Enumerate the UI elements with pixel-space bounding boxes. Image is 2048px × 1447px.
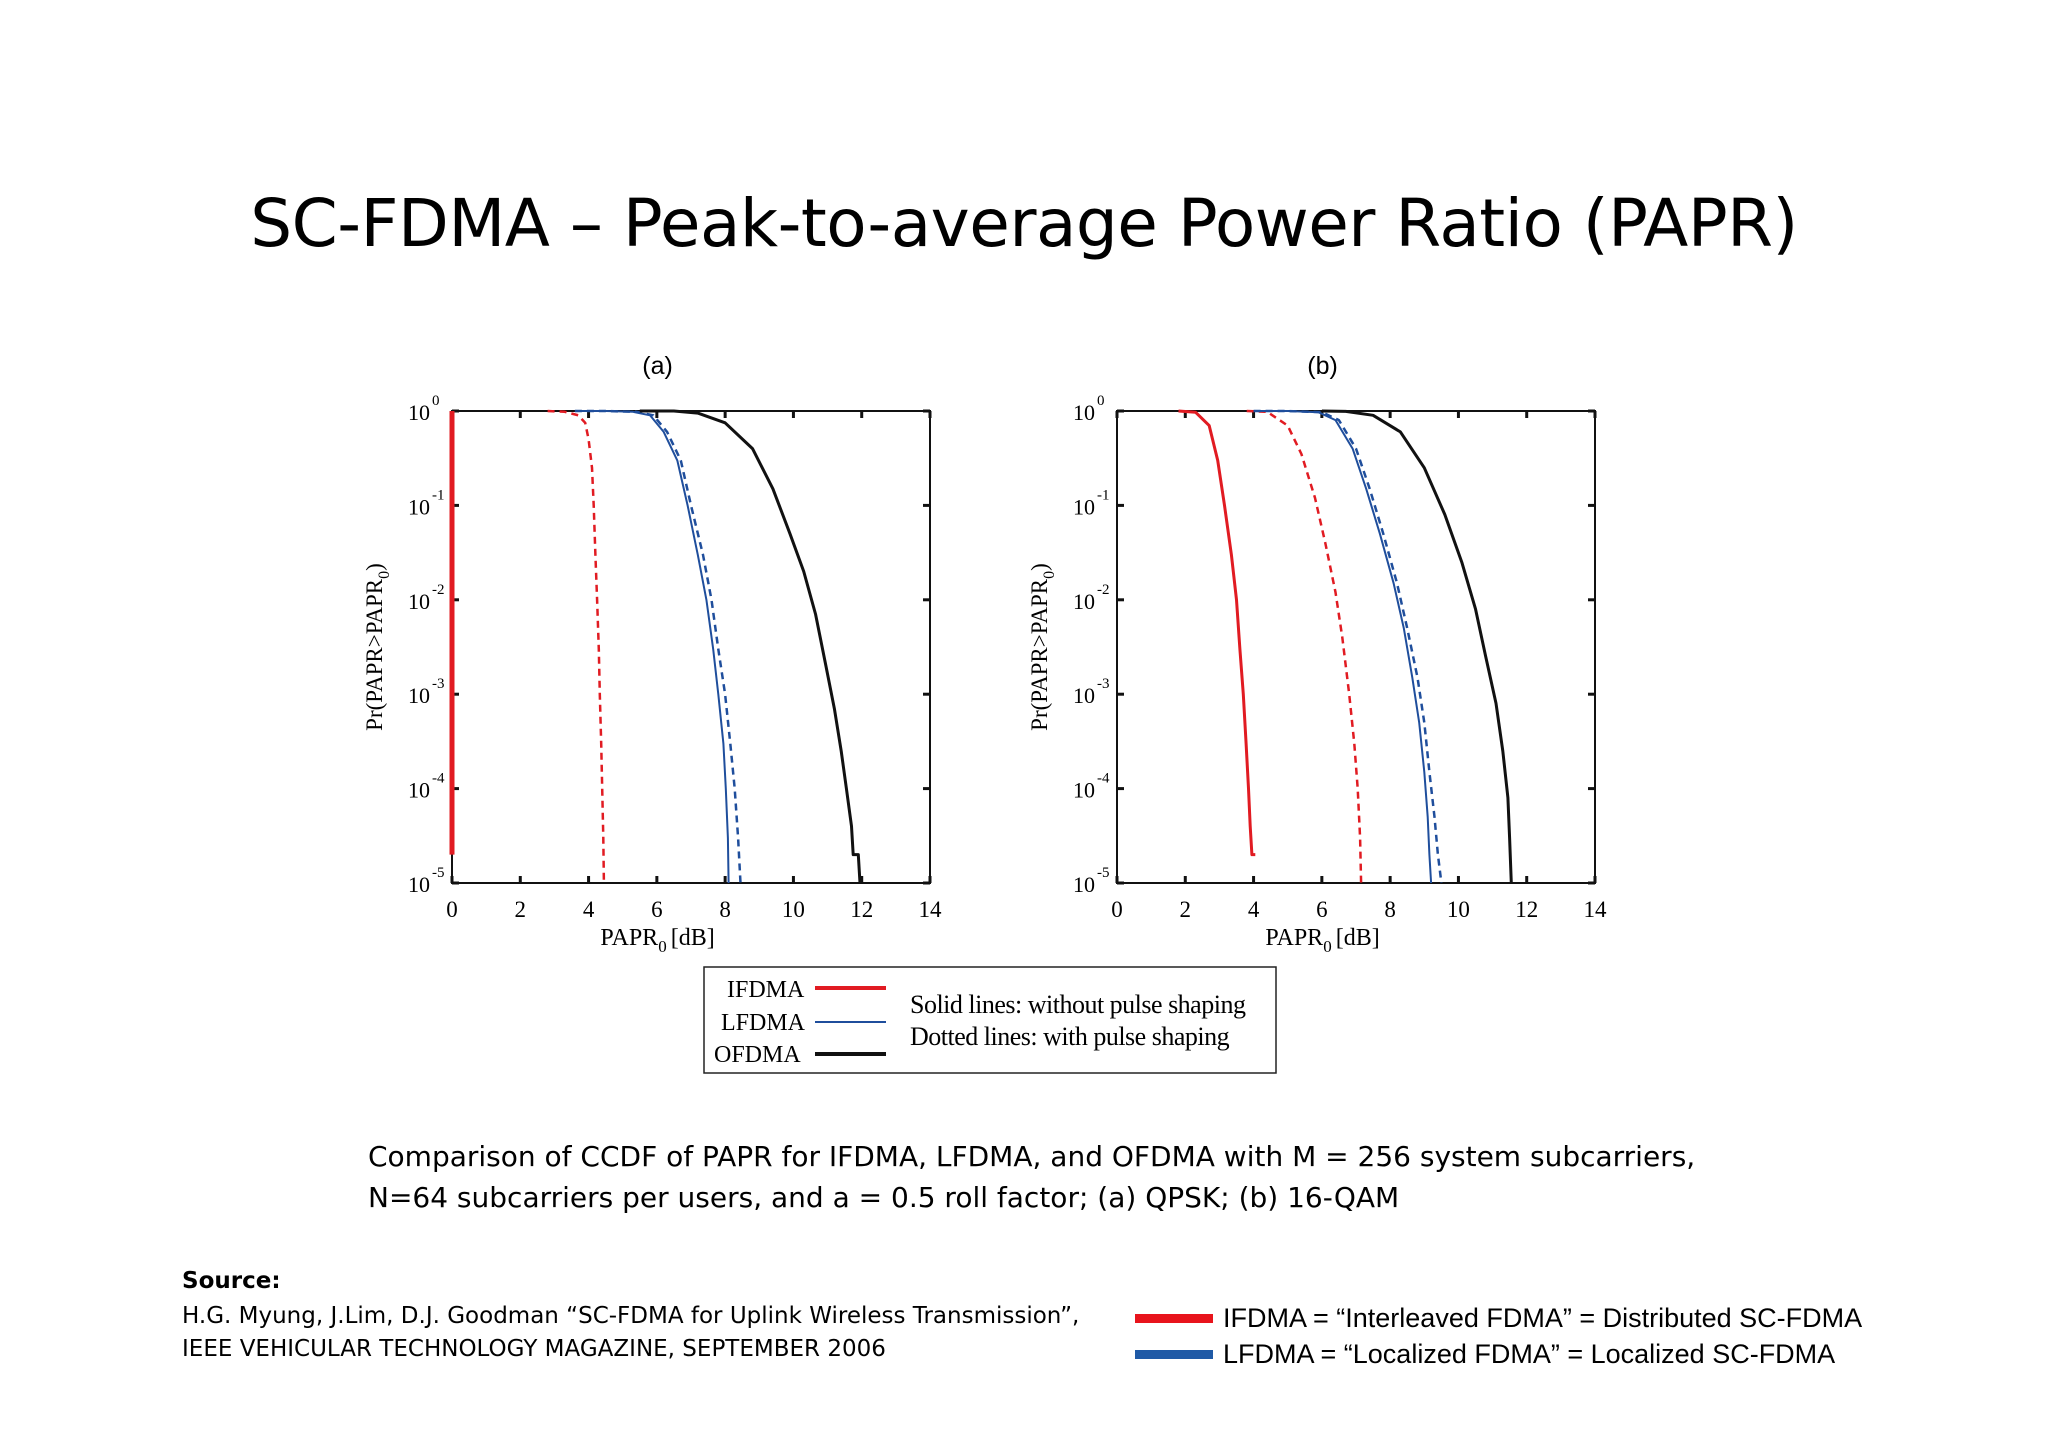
x-tick-label: 12 xyxy=(850,897,873,922)
y-tick-label: 10 xyxy=(1073,778,1095,803)
x-tick-label: 8 xyxy=(1384,897,1396,922)
y-tick-exponent: -4 xyxy=(1097,771,1110,787)
x-tick-label: 4 xyxy=(1248,897,1260,922)
source-line-1: H.G. Myung, J.Lim, D.J. Goodman “SC-FDMA… xyxy=(182,1303,1080,1329)
y-tick-exponent: -1 xyxy=(432,487,445,503)
source-line-2: IEEE VEHICULAR TECHNOLOGY MAGAZINE, SEPT… xyxy=(182,1336,886,1362)
y-tick-exponent: -5 xyxy=(1097,865,1110,881)
y-tick-label: 10 xyxy=(408,589,430,614)
x-tick-label: 10 xyxy=(782,897,805,922)
y-tick-exponent: -3 xyxy=(1097,676,1110,692)
y-tick-exponent: -1 xyxy=(1097,487,1110,503)
y-tick-exponent: -2 xyxy=(432,582,445,598)
legend-note-solid: Solid lines: without pulse shaping xyxy=(910,990,1246,1019)
y-tick-exponent: -2 xyxy=(1097,582,1110,598)
y-tick-label: 10 xyxy=(1073,494,1095,519)
x-axis-label: PAPR0 [dB] xyxy=(600,925,714,956)
y-tick-exponent: 0 xyxy=(1097,393,1105,409)
y-tick-label: 10 xyxy=(408,683,430,708)
key-swatch-lfdma xyxy=(1135,1349,1213,1359)
plot-frame xyxy=(451,410,931,884)
series-line-ifdma-dashed xyxy=(1246,409,1363,884)
y-tick-label: 10 xyxy=(1073,872,1095,897)
key-row-ifdma: IFDMA = “Interleaved FDMA” = Distributed… xyxy=(1135,1300,1862,1336)
panel-title: (a) xyxy=(642,352,673,380)
x-tick-label: 4 xyxy=(583,897,595,922)
source-citation: H.G. Myung, J.Lim, D.J. Goodman “SC-FDMA… xyxy=(182,1300,1079,1366)
panel-title: (b) xyxy=(1307,352,1338,380)
y-tick-label: 10 xyxy=(1073,400,1095,425)
line-style-legend: IFDMA LFDMA OFDMA Solid lines: without p… xyxy=(703,966,1277,1074)
x-tick-label: 14 xyxy=(919,897,943,922)
legend-label-ofdma: OFDMA xyxy=(714,1042,801,1068)
x-tick-label: 14 xyxy=(1584,897,1608,922)
series-line-lfdma-dashed xyxy=(574,409,742,884)
abbreviation-key: IFDMA = “Interleaved FDMA” = Distributed… xyxy=(1135,1300,1862,1372)
caption-line-2: N=64 subcarriers per users, and a = 0.5 … xyxy=(368,1181,1400,1214)
series-line-ofdma-solid xyxy=(639,409,862,884)
y-tick-label: 10 xyxy=(1073,683,1095,708)
y-tick-exponent: -5 xyxy=(432,865,445,881)
slide-title: SC-FDMA – Peak-to-average Power Ratio (P… xyxy=(250,185,1798,262)
x-tick-label: 2 xyxy=(515,897,527,922)
y-tick-label: 10 xyxy=(408,778,430,803)
series-line-ifdma-dashed xyxy=(547,409,606,884)
series-line-ifdma-solid xyxy=(1178,409,1256,857)
legend-label-lfdma: LFDMA xyxy=(721,1010,806,1036)
x-tick-label: 0 xyxy=(446,897,458,922)
x-tick-label: 0 xyxy=(1111,897,1123,922)
key-text-lfdma: LFDMA = “Localized FDMA” = Localized SC-… xyxy=(1223,1339,1836,1369)
y-tick-exponent: -4 xyxy=(432,771,445,787)
series-line-lfdma-dashed xyxy=(1253,409,1443,884)
y-tick-label: 10 xyxy=(408,494,430,519)
caption-line-1: Comparison of CCDF of PAPR for IFDMA, LF… xyxy=(368,1140,1696,1173)
x-tick-label: 12 xyxy=(1515,897,1538,922)
legend-label-ifdma: IFDMA xyxy=(727,977,805,1003)
series-line-lfdma-solid xyxy=(1253,410,1433,884)
y-axis-label: Pr(PAPR>PAPR0) xyxy=(362,563,393,731)
figure-caption: Comparison of CCDF of PAPR for IFDMA, LF… xyxy=(368,1136,1695,1218)
y-axis-label: Pr(PAPR>PAPR0) xyxy=(1027,563,1058,731)
y-tick-exponent: 0 xyxy=(432,393,440,409)
source-heading: Source: xyxy=(182,1268,281,1294)
key-swatch-ifdma xyxy=(1135,1313,1213,1323)
x-tick-label: 6 xyxy=(651,897,663,922)
x-tick-label: 10 xyxy=(1447,897,1470,922)
y-tick-label: 10 xyxy=(1073,589,1095,614)
x-tick-label: 6 xyxy=(1316,897,1328,922)
x-axis-label: PAPR0 [dB] xyxy=(1265,925,1379,956)
key-text-ifdma: IFDMA = “Interleaved FDMA” = Distributed… xyxy=(1223,1303,1863,1333)
x-tick-label: 2 xyxy=(1180,897,1192,922)
legend-frame xyxy=(703,966,1277,1074)
y-tick-label: 10 xyxy=(408,400,430,425)
y-tick-label: 10 xyxy=(408,872,430,897)
series-line-ofdma-solid xyxy=(1321,409,1513,884)
y-tick-exponent: -3 xyxy=(432,676,445,692)
x-tick-label: 8 xyxy=(719,897,731,922)
key-row-lfdma: LFDMA = “Localized FDMA” = Localized SC-… xyxy=(1135,1336,1862,1372)
plot-frame xyxy=(1116,410,1596,884)
legend-note-dotted: Dotted lines: with pulse shaping xyxy=(910,1022,1230,1051)
